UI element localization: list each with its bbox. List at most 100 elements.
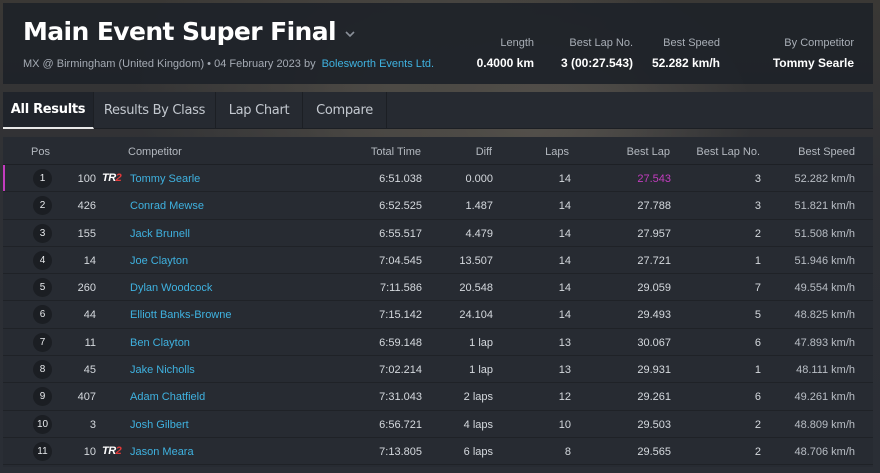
competitor-name[interactable]: Jake Nicholls [130, 364, 195, 377]
col-best-speed[interactable]: Best Speed [798, 146, 855, 158]
tab-lap-chart[interactable]: Lap Chart [216, 92, 303, 129]
best-lap: 29.059 [637, 282, 671, 295]
laps: 14 [558, 309, 571, 322]
table-row[interactable]: 10 3 Josh Gilbert 6:56.721 4 laps 10 29.503 2 48… [3, 411, 873, 438]
position-badge: 11 [33, 441, 52, 461]
best-speed: 49.554 km/h [794, 282, 855, 295]
competitor-name[interactable]: Jason Meara [130, 445, 194, 458]
tr2-logo-2: 2 [115, 444, 122, 457]
table-row[interactable]: 8 45 Jake Nicholls 7:02.214 1 lap 13 29.931 1 48… [3, 356, 873, 384]
bike-number: 14 [83, 254, 96, 267]
laps: 8 [564, 445, 571, 458]
table-row[interactable]: 2 426 Conrad Mewse 6:52.525 1.487 14 27.788 3 51… [3, 192, 873, 220]
table-row[interactable]: 11 10 TR2 Jason Meara 7:13.805 6 laps 8 29.565 2… [3, 438, 873, 466]
best-speed: 47.893 km/h [794, 336, 855, 349]
total-time: 7:31.043 [379, 391, 422, 404]
diff: 2 laps [463, 391, 493, 404]
tr2-logo-2: 2 [115, 172, 122, 184]
best-lap-no: 2 [754, 445, 761, 458]
stat-by-competitor-label: By Competitor [784, 37, 854, 49]
stat-best-speed-label: Best Speed [663, 37, 720, 49]
col-pos[interactable]: Pos [31, 146, 50, 158]
stat-by-competitor-value: Tommy Searle [772, 56, 854, 70]
col-total-time[interactable]: Total Time [370, 146, 421, 158]
bike-number: 11 [84, 336, 96, 349]
results-tabs: All Results Results By Class Lap Chart C… [3, 92, 873, 129]
competitor-name[interactable]: Elliott Banks-Browne [130, 309, 232, 322]
col-diff[interactable]: Diff [475, 146, 492, 158]
table-row[interactable]: 3 155 Jack Brunell 6:55.517 4.479 14 27.957 2 51… [3, 220, 873, 247]
best-lap-no: 3 [754, 173, 761, 185]
competitor-name[interactable]: Jack Brunell [130, 227, 190, 240]
stat-best-speed: Best Speed 52.282 km/h [652, 37, 720, 70]
laps: 14 [558, 200, 571, 213]
competitor-name[interactable]: Adam Chatfield [130, 391, 206, 404]
page-title: Main Event Super Final [23, 17, 337, 46]
position-badge: 7 [33, 332, 52, 352]
chevron-down-icon[interactable] [344, 28, 356, 40]
tab-all-results[interactable]: All Results [3, 92, 94, 129]
competitor-name[interactable]: Josh Gilbert [130, 418, 189, 431]
bike-number: 100 [77, 173, 96, 185]
col-laps[interactable]: Laps [545, 146, 569, 158]
laps: 13 [558, 364, 571, 377]
table-row[interactable]: 7 11 Ben Clayton 6:59.148 1 lap 13 30.067 6 47.8… [3, 329, 873, 357]
competitor-name[interactable]: Tommy Searle [130, 173, 201, 185]
total-time: 6:51.038 [379, 173, 422, 185]
position-badge: 5 [33, 278, 52, 298]
competitor-name[interactable]: Dylan Woodcock [130, 282, 213, 295]
bike-number: 155 [77, 227, 96, 240]
position-badge: 10 [33, 414, 52, 434]
title-row: Main Event Super Final [23, 17, 356, 46]
table-row[interactable]: 9 407 Adam Chatfield 7:31.043 2 laps 12 29.261… [3, 383, 873, 411]
best-lap: 29.931 [637, 364, 671, 377]
tab-results-by-class[interactable]: Results By Class [94, 92, 216, 129]
organizer-link[interactable]: Bolesworth Events Ltd. [321, 58, 435, 70]
best-lap-no: 6 [754, 336, 761, 349]
table-row[interactable]: 4 14 Joe Clayton 7:04.545 13.507 14 27.721 1 51.… [3, 247, 873, 275]
best-lap: 30.067 [637, 336, 671, 349]
best-lap-no: 2 [754, 227, 761, 240]
position-badge: 1 [33, 169, 52, 188]
event-meta: MX @ Birmingham (United Kingdom) • 04 Fe… [23, 58, 316, 70]
tab-compare[interactable]: Compare [303, 92, 387, 129]
best-lap: 27.957 [637, 227, 671, 240]
diff: 4.479 [465, 227, 493, 240]
laps: 14 [558, 227, 571, 240]
best-lap-no: 6 [754, 391, 761, 404]
col-competitor[interactable]: Competitor [128, 146, 182, 158]
diff: 1 lap [469, 336, 493, 349]
diff: 0.000 [465, 173, 493, 185]
competitor-name[interactable]: Ben Clayton [130, 336, 190, 349]
competitor-name[interactable]: Conrad Mewse [130, 200, 204, 213]
best-lap: 29.493 [637, 309, 671, 322]
col-best-lap[interactable]: Best Lap [626, 146, 670, 158]
total-time: 6:55.517 [379, 227, 422, 240]
total-time: 6:52.525 [379, 200, 422, 213]
best-lap-no: 1 [754, 254, 761, 267]
diff: 20.548 [459, 282, 493, 295]
competitor-name[interactable]: Joe Clayton [130, 254, 189, 267]
stat-length-value: 0.4000 km [476, 56, 534, 70]
total-time: 7:02.214 [379, 364, 422, 377]
position-badge: 9 [33, 387, 52, 407]
best-lap: 27.721 [637, 254, 671, 267]
table-row[interactable]: 6 44 Elliott Banks-Browne 7:15.142 24.104 14 2… [3, 301, 873, 329]
col-best-lap-no[interactable]: Best Lap No. [696, 146, 760, 158]
tr2-logo-tr: TR [102, 444, 116, 457]
best-lap-no: 3 [754, 200, 761, 213]
laps: 12 [558, 391, 571, 404]
best-lap: 27.543 [637, 173, 671, 185]
best-lap-no: 2 [754, 418, 761, 431]
best-speed: 51.508 km/h [794, 227, 855, 240]
best-lap-no: 7 [754, 282, 761, 295]
total-time: 7:11.586 [379, 282, 422, 295]
best-speed: 49.261 km/h [794, 391, 855, 404]
best-lap: 29.565 [637, 445, 671, 458]
table-row[interactable]: 5 260 Dylan Woodcock 7:11.586 20.548 14 29.059… [3, 274, 873, 302]
diff: 24.104 [459, 309, 493, 322]
tr2-logo-tr: TR [102, 172, 116, 184]
table-row[interactable]: 1 100 TR2 Tommy Searle 6:51.038 0.000 14 27.543… [3, 165, 873, 193]
best-speed: 48.809 km/h [794, 418, 855, 431]
bike-number: 3 [89, 418, 96, 431]
